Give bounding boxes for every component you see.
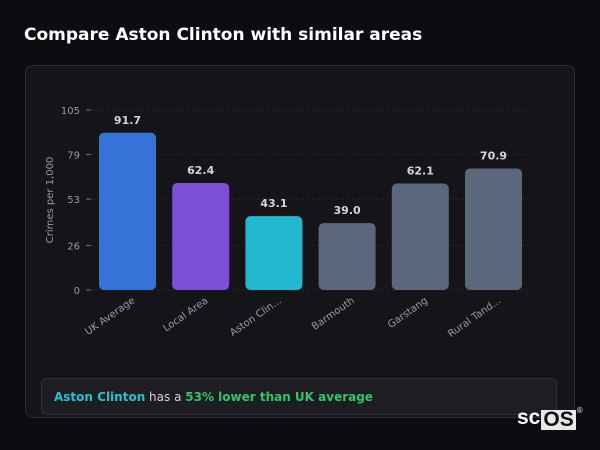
scos-logo: sc OS ® — [517, 406, 583, 431]
data-label: 62.1 — [407, 165, 434, 178]
bar-1 — [172, 183, 230, 290]
bar-2 — [245, 216, 303, 290]
page-title: Compare Aston Clinton with similar areas — [24, 25, 423, 45]
y-tick-label: 0 — [74, 286, 80, 297]
y-tick-label: 79 — [67, 151, 80, 162]
x-tick-label: Local Area — [161, 295, 210, 334]
data-label: 39.0 — [334, 204, 361, 217]
bar-3 — [318, 223, 376, 290]
bar-0 — [99, 132, 156, 290]
x-tick-label: Garstang — [386, 295, 430, 330]
y-axis-label: Crimes per 1,000 — [45, 157, 56, 244]
x-tick-label: Barmouth — [310, 295, 357, 332]
bar-5 — [465, 168, 522, 290]
summary-stat: 53% lower than UK average — [185, 389, 373, 404]
summary-text: has a — [145, 389, 186, 404]
data-label: 43.1 — [260, 197, 287, 210]
x-tick-label: UK Average — [83, 295, 137, 337]
data-label: 70.9 — [480, 149, 507, 162]
x-tick-label: Aston Clin... — [228, 295, 283, 338]
x-tick-label: Rural Tand... — [446, 295, 503, 339]
bar-4 — [391, 183, 449, 290]
y-tick-label: 53 — [67, 195, 80, 206]
y-tick-label: 105 — [61, 106, 80, 117]
summary-area: Aston Clinton — [54, 389, 146, 404]
y-tick-label: 26 — [67, 241, 80, 252]
summary-box: Aston Clinton has a 53% lower than UK av… — [41, 378, 557, 415]
data-label: 91.7 — [114, 114, 141, 127]
data-label: 62.4 — [187, 164, 214, 177]
